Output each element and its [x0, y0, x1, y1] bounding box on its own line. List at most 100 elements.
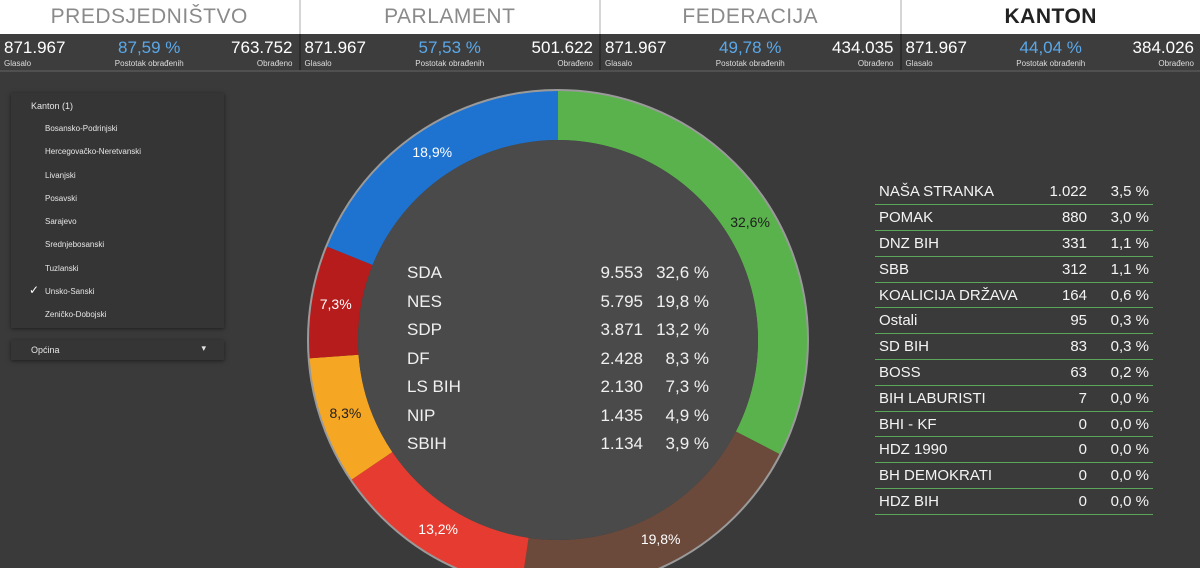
table-row: BOSS 63 0,2 %: [875, 359, 1153, 386]
party-name: SBB: [875, 256, 1031, 283]
kanton-option-label: Posavski: [45, 193, 78, 203]
glasalo-value: 871.967: [905, 38, 967, 57]
donut-segment-label: 8,3%: [329, 404, 362, 421]
table-row: POMAK 880 3,0 %: [875, 204, 1153, 232]
table-row: HDZ BIH 0 0,0 %: [875, 488, 1153, 515]
party-pct: 0,6 %: [1091, 282, 1153, 309]
kanton-option[interactable]: Zeničko-Dobojski: [11, 310, 224, 333]
obradjeno-value: 384.026: [1132, 38, 1194, 57]
party-votes: 9.553: [600, 263, 643, 282]
kanton-option-label: Hercegovačko-Neretvanski: [45, 147, 142, 157]
pct-value: 87,59 %: [118, 38, 181, 57]
party-votes: 1.435: [600, 405, 643, 425]
kanton-option-label: Unsko-Sanski: [45, 287, 95, 297]
party-name: BIH LABURISTI: [875, 385, 1031, 412]
party-pct: 1,1 %: [1091, 256, 1153, 283]
party-pct: 0,0 %: [1091, 488, 1153, 515]
party-votes: 1.022: [1031, 179, 1091, 206]
party-pct: 19,8 %: [656, 291, 709, 311]
tab-federacija[interactable]: FEDERACIJA: [601, 0, 902, 34]
kanton-option[interactable]: Tuzlanski: [11, 264, 224, 287]
donut-segment-label: 13,2%: [418, 521, 458, 538]
party-name: SD BIH: [875, 333, 1031, 361]
party-votes: 95: [1031, 307, 1091, 335]
party-name: BHI - KF: [875, 411, 1031, 438]
tab-parlament[interactable]: PARLAMENT: [301, 0, 601, 34]
kanton-option[interactable]: Sarajevo: [11, 217, 224, 240]
glasalo-value: 871.967: [605, 38, 667, 57]
party-name: HDZ BIH: [875, 488, 1031, 515]
donut-segment-nip-ostali[interactable]: [326, 90, 558, 265]
party-pct: 3,5 %: [1091, 179, 1153, 206]
table-row: KOALICIJA DRŽAVA 164 0,6 %: [875, 282, 1153, 309]
donut-segment-df[interactable]: [308, 354, 393, 481]
party-name: POMAK: [875, 204, 1031, 232]
kanton-option-label: Bosansko-Podrinjski: [45, 124, 118, 133]
donut-segment-sdp[interactable]: [350, 452, 529, 568]
donut-outline: [307, 89, 809, 568]
table-row: SD BIH 83 0,3 %: [875, 333, 1153, 361]
tab-kanton[interactable]: KANTON: [1004, 5, 1097, 28]
kanton-option[interactable]: Posavski: [11, 194, 224, 217]
glasalo-label: Glasalo: [304, 59, 332, 68]
divider: [0, 70, 1200, 72]
party-votes: 880: [1031, 204, 1091, 232]
donut-center-hole: [358, 140, 758, 540]
party-pct: 13,2 %: [656, 320, 709, 339]
kanton-filter-list: Bosansko-Podrinjski Hercegovačko-Neretva…: [11, 124, 224, 334]
other-parties-table: NAŠA STRANKA 1.022 3,5 % POMAK 880 3,0 % DNZ…: [875, 179, 1153, 515]
center-row: NES 5.795 19,8 %: [407, 292, 717, 321]
opcina-dropdown[interactable]: Općina ▾: [11, 340, 224, 360]
party-votes: 164: [1031, 282, 1091, 309]
pct-label: Postotak obrađenih: [715, 59, 785, 68]
party-votes: 0: [1031, 488, 1091, 515]
party-votes: 331: [1031, 230, 1091, 257]
party-name: NIP: [407, 405, 436, 425]
table-row: HDZ 1990 0 0,0 %: [875, 436, 1153, 464]
party-votes: 2.130: [600, 377, 643, 396]
kanton-option-label: Sarajevo: [45, 217, 77, 227]
party-name: KOALICIJA DRŽAVA: [875, 282, 1031, 309]
pct-label: Postotak obrađenih: [415, 59, 485, 68]
kanton-filter-header[interactable]: Kanton (1): [31, 101, 74, 111]
party-pct: 0,0 %: [1091, 385, 1153, 412]
party-votes: 312: [1031, 256, 1091, 283]
pct-value: 49,78 %: [719, 38, 782, 57]
party-name: LS BIH: [407, 377, 461, 396]
donut-segment-label: 32,6%: [730, 213, 770, 230]
party-votes: 2.428: [600, 348, 643, 368]
kanton-option[interactable]: Livanjski: [11, 171, 224, 194]
donut-segment-sda[interactable]: [558, 90, 808, 455]
stat-block-predsjednistvo: 871.967 Glasalo 87,59 % Postotak obrađen…: [0, 34, 301, 70]
party-votes: 3.871: [600, 320, 643, 339]
table-row: BH DEMOKRATI 0 0,0 %: [875, 462, 1153, 490]
stats-bar: 871.967 Glasalo 87,59 % Postotak obrađen…: [0, 34, 1200, 70]
party-pct: 0,0 %: [1091, 411, 1153, 438]
kanton-option[interactable]: Bosansko-Podrinjski: [11, 124, 224, 147]
obradjeno-value: 763.752: [231, 38, 293, 57]
opcina-label: Općina: [31, 345, 60, 355]
center-row: SBIH 1.134 3,9 %: [407, 434, 717, 463]
party-pct: 32,6 %: [656, 263, 709, 282]
obradjeno-value: 501.622: [531, 38, 593, 57]
kanton-option-label: Zeničko-Dobojski: [45, 310, 107, 320]
pct-value: 57,53 %: [418, 38, 481, 57]
donut-segment-ls-bih[interactable]: [308, 246, 373, 359]
table-row: Ostali 95 0,3 %: [875, 307, 1153, 335]
kanton-option[interactable]: Hercegovačko-Neretvanski: [11, 147, 224, 170]
center-row: SDP 3.871 13,2 %: [407, 320, 717, 349]
kanton-option-selected[interactable]: ✓ Unsko-Sanski: [11, 283, 224, 310]
donut-segment-label: 7,3%: [319, 296, 352, 313]
donut-segment-nes[interactable]: [521, 431, 781, 568]
kanton-option[interactable]: Srednjebosanski: [11, 240, 224, 263]
table-row: DNZ BIH 331 1,1 %: [875, 230, 1153, 257]
party-name: DNZ BIH: [875, 230, 1031, 257]
glasalo-label: Glasalo: [905, 59, 933, 68]
kanton-option-label: Livanjski: [45, 170, 76, 180]
tab-predsjednistvo[interactable]: PREDSJEDNIŠTVO: [0, 0, 301, 34]
center-row: SDA 9.553 32,6 %: [407, 263, 717, 292]
party-name: HDZ 1990: [875, 436, 1031, 464]
party-votes: 1.134: [600, 434, 643, 453]
table-row: BIH LABURISTI 7 0,0 %: [875, 385, 1153, 412]
